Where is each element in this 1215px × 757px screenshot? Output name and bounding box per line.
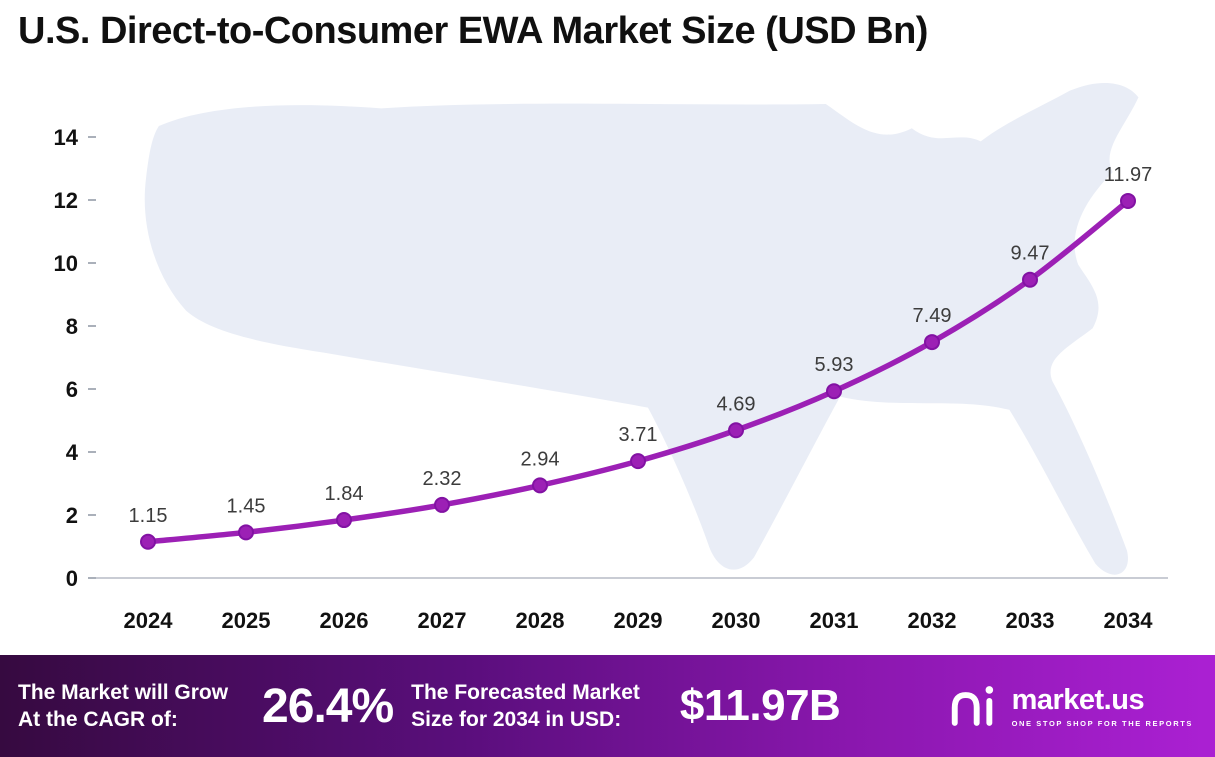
data-point-label: 2.94 xyxy=(521,448,560,470)
footer-banner: The Market will Grow At the CAGR of: 26.… xyxy=(0,655,1215,757)
us-map-silhouette xyxy=(144,82,1139,575)
y-tick-label: 2 xyxy=(66,503,78,528)
data-point-label: 7.49 xyxy=(913,305,952,327)
cagr-label-line2: At the CAGR of: xyxy=(18,708,178,731)
forecast-label: The Forecasted Market Size for 2034 in U… xyxy=(411,679,640,734)
x-tick-label: 2027 xyxy=(418,608,467,633)
data-point-label: 4.69 xyxy=(717,393,756,415)
y-tick-label: 12 xyxy=(54,188,78,213)
us-map-path xyxy=(144,82,1139,575)
forecast-value: $11.97B xyxy=(679,681,841,730)
brand-logo: market.us ONE STOP SHOP FOR THE REPORTS xyxy=(948,681,1193,731)
data-point-marker xyxy=(1022,271,1038,288)
x-tick-label: 2029 xyxy=(614,608,663,633)
x-tick-label: 2032 xyxy=(908,608,957,633)
data-point-marker xyxy=(630,453,646,470)
brand-tagline: ONE STOP SHOP FOR THE REPORTS xyxy=(1011,719,1193,728)
x-tick-label: 2024 xyxy=(124,608,174,633)
data-point-label: 1.84 xyxy=(325,483,364,505)
data-point-label: 9.47 xyxy=(1011,243,1050,265)
data-point-marker xyxy=(238,524,254,541)
data-point-label: 1.15 xyxy=(129,505,168,527)
market-us-logo-icon xyxy=(951,686,993,726)
forecast-label-line1: The Forecasted Market xyxy=(411,680,640,704)
data-point-label: 3.71 xyxy=(619,424,658,446)
data-point-marker xyxy=(532,477,548,494)
x-tick-label: 2031 xyxy=(810,608,859,633)
data-point-marker xyxy=(924,334,940,351)
y-tick-label: 6 xyxy=(66,377,78,402)
x-tick-label: 2026 xyxy=(320,608,369,633)
trend-line xyxy=(145,198,1131,545)
data-point-marker xyxy=(826,383,842,400)
data-point-marker xyxy=(336,512,352,529)
cagr-value: 26.4% xyxy=(262,679,394,733)
x-tick-label: 2034 xyxy=(1104,608,1154,633)
forecast-label-line2: Size for 2034 in USD: xyxy=(411,708,622,731)
data-point-marker xyxy=(728,422,744,439)
data-point-label: 5.93 xyxy=(815,354,854,376)
y-tick-label: 4 xyxy=(66,440,79,465)
chart-title: U.S. Direct-to-Consumer EWA Market Size … xyxy=(18,10,928,52)
data-point-label: 2.32 xyxy=(423,468,462,490)
y-tick-label: 8 xyxy=(66,314,78,339)
x-tick-label: 2033 xyxy=(1006,608,1055,633)
x-tick-label: 2028 xyxy=(516,608,565,633)
data-point-marker xyxy=(140,533,156,550)
cagr-label-line1: The Market will Grow xyxy=(18,680,229,704)
brand-text: market.us ONE STOP SHOP FOR THE REPORTS xyxy=(1012,684,1193,728)
cagr-label: The Market will Grow At the CAGR of: xyxy=(18,679,228,734)
y-tick-label: 0 xyxy=(66,566,78,591)
brand-name: market.us xyxy=(1011,684,1145,716)
x-tick-label: 2025 xyxy=(222,608,271,633)
data-point-marker xyxy=(1120,192,1136,209)
market-size-line-chart: 0 2 4 6 8 10 12 14 2024 2025 2026 2027 2028 2029 2030 2… xyxy=(54,125,1168,633)
x-tick-label: 2030 xyxy=(712,608,761,633)
data-point-label: 11.97 xyxy=(1104,164,1153,186)
y-tick-label: 14 xyxy=(54,125,79,150)
y-tick-label: 10 xyxy=(54,251,78,276)
data-point-label: 1.45 xyxy=(227,495,266,517)
data-point-marker xyxy=(434,496,450,513)
